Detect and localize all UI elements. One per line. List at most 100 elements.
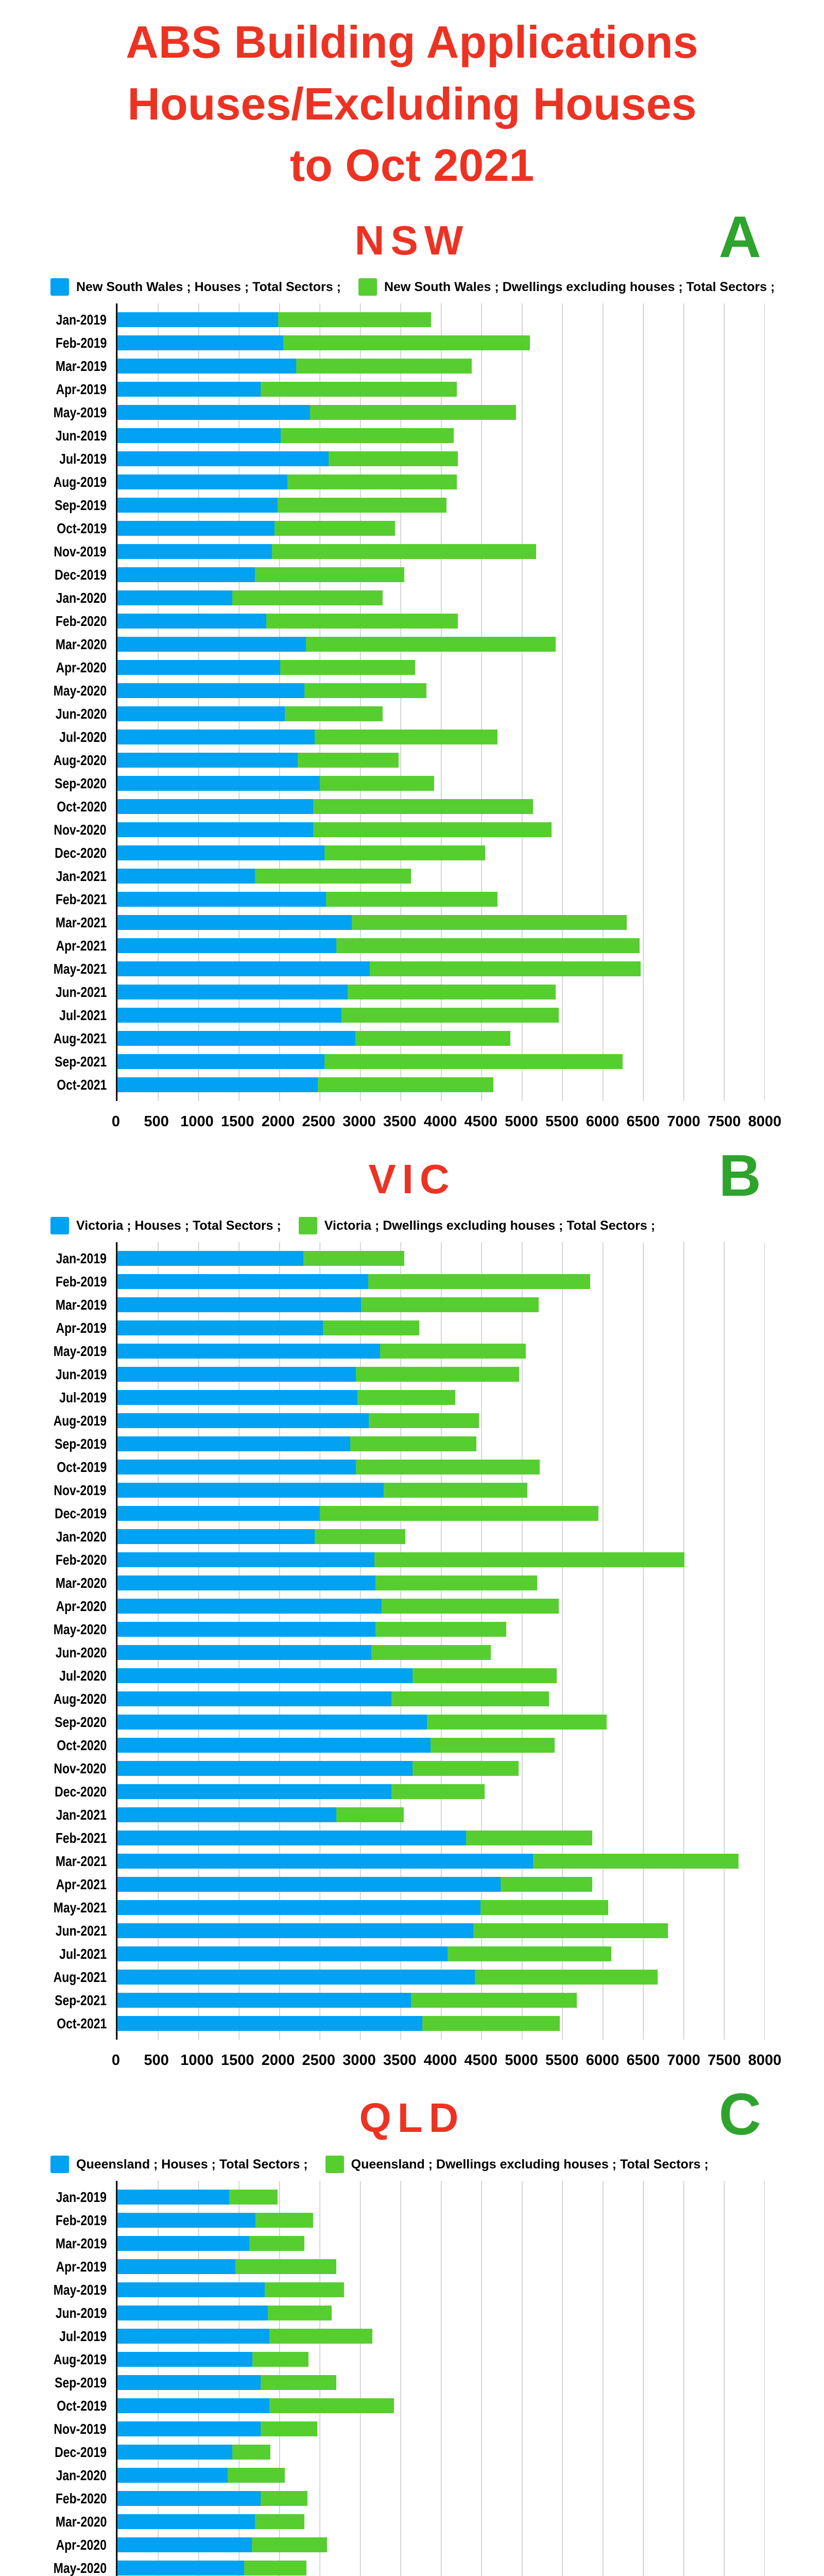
month-label: Mar-2021: [55, 914, 107, 930]
bar-segment-dwellings-excluding-houses: [348, 985, 556, 1000]
month-label: Jul-2019: [59, 2328, 107, 2344]
stacked-bar-jan-2019: [117, 1251, 764, 1266]
stacked-bar-apr-2020: [117, 660, 764, 675]
stacked-bar-jun-2020: [117, 706, 764, 722]
bar-row: [117, 980, 764, 1004]
bar-row: [117, 841, 764, 865]
bar-row: [117, 679, 764, 702]
bar-segment-dwellings-excluding-houses: [382, 1599, 559, 1614]
month-label: Sep-2019: [55, 1435, 107, 1452]
month-label: Feb-2020: [55, 2490, 107, 2506]
x-axis-tick: 7500: [707, 2052, 741, 2069]
label-row: Mar-2019: [0, 354, 116, 378]
bar-segment-houses: [117, 521, 274, 536]
bar-row: [117, 1896, 764, 1919]
bar-segment-houses: [117, 1738, 431, 1753]
bar-row: [117, 308, 764, 331]
month-label: May-2019: [53, 404, 107, 420]
legend-label: Victoria ; Houses ; Total Sectors ;: [76, 1218, 281, 1233]
stacked-bar-oct-2021: [117, 1077, 764, 1093]
bar-segment-houses: [117, 822, 313, 838]
month-label: Dec-2020: [55, 1783, 107, 1800]
bar-segment-houses: [117, 869, 255, 884]
plot-area-nsw: [116, 303, 765, 1101]
bar-row: [117, 470, 764, 494]
label-row: May-2019: [0, 2278, 116, 2301]
stacked-bar-sep-2021: [117, 1054, 764, 1070]
legend-swatch-dwellings: [298, 1217, 317, 1235]
month-label: Jan-2020: [56, 1528, 107, 1545]
bar-segment-houses: [117, 474, 287, 490]
month-label: Apr-2019: [56, 1319, 107, 1336]
stacked-bar-feb-2019: [117, 1274, 764, 1290]
label-row: Oct-2019: [0, 1455, 116, 1479]
x-axis-tick: 6000: [586, 1113, 620, 1130]
label-row: May-2020: [0, 679, 116, 702]
bar-segment-dwellings-excluding-houses: [413, 1761, 519, 1776]
bar-segment-dwellings-excluding-houses: [313, 799, 533, 815]
bar-segment-dwellings-excluding-houses: [375, 1622, 507, 1637]
bar-segment-dwellings-excluding-houses: [341, 1008, 559, 1023]
bar-row: [117, 1965, 764, 1989]
label-row: Aug-2019: [0, 1409, 116, 1432]
bar-row: [117, 1710, 764, 1734]
stacked-bar-sep-2021: [117, 1993, 764, 2008]
month-label: Dec-2020: [55, 844, 107, 861]
bar-segment-dwellings-excluding-houses: [305, 637, 556, 652]
stacked-bar-jul-2021: [117, 1008, 764, 1023]
stacked-bar-apr-2019: [117, 2259, 764, 2275]
bar-segment-dwellings-excluding-houses: [473, 1923, 668, 1939]
x-axis-tick: 4000: [423, 1113, 457, 1130]
stacked-bar-mar-2020: [117, 1575, 764, 1591]
bar-segment-dwellings-excluding-houses: [244, 2561, 307, 2576]
stacked-bar-may-2019: [117, 2282, 764, 2298]
bar-segment-houses: [117, 1054, 324, 1070]
bar-segment-dwellings-excluding-houses: [260, 2421, 317, 2437]
label-row: Feb-2020: [0, 2487, 116, 2510]
bar-segment-houses: [117, 1367, 356, 1382]
section-title-nsw: NSW: [354, 217, 470, 264]
legend-label: Queensland ; Houses ; Total Sectors ;: [76, 2157, 308, 2172]
stacked-bar-jul-2019: [117, 2329, 764, 2344]
bar-segment-dwellings-excluding-houses: [313, 822, 552, 838]
month-label: Aug-2020: [53, 752, 107, 768]
bar-segment-dwellings-excluding-houses: [235, 2259, 337, 2275]
label-row: Apr-2020: [0, 656, 116, 679]
label-row: Mar-2020: [0, 1571, 116, 1595]
bar-segment-houses: [117, 2491, 261, 2506]
label-row: Jun-2019: [0, 424, 116, 447]
bar-row: [117, 1027, 764, 1050]
legend-item-dwellings: New South Wales ; Dwellings excluding ho…: [358, 278, 775, 296]
x-axis-tick: 7000: [667, 1113, 700, 1130]
bar-segment-dwellings-excluding-houses: [315, 1529, 405, 1545]
bar-row: [117, 2464, 764, 2487]
panel-letter-vic: B: [718, 1143, 761, 1209]
month-label: Mar-2019: [55, 1296, 107, 1313]
bar-segment-dwellings-excluding-houses: [374, 1552, 684, 1568]
label-row: Nov-2020: [0, 1757, 116, 1780]
label-row: Sep-2019: [0, 494, 116, 517]
stacked-bar-jun-2019: [117, 428, 764, 444]
label-row: Oct-2020: [0, 1734, 116, 1757]
category-labels: Jan-2019 Feb-2019 Mar-2019 Apr-2019 May-2019…: [0, 303, 116, 1101]
section-title-qld: QLD: [359, 2095, 465, 2141]
bar-segment-houses: [117, 1077, 318, 1093]
x-axis-tick: 7500: [707, 1113, 741, 1130]
bar-row: [117, 1409, 764, 1432]
month-label: Mar-2019: [55, 2235, 107, 2251]
label-row: Sep-2021: [0, 1989, 116, 2012]
label-row: Jun-2021: [0, 1919, 116, 1942]
bar-segment-dwellings-excluding-houses: [324, 1054, 623, 1070]
chart-body-qld: Jan-2019 Feb-2019 Mar-2019 Apr-2019 May-2019…: [0, 2181, 824, 2576]
label-row: Jun-2020: [0, 1641, 116, 1664]
legend-swatch-dwellings: [358, 278, 377, 296]
label-row: Dec-2020: [0, 841, 116, 865]
month-label: Jun-2019: [55, 427, 107, 444]
label-row: Jul-2019: [0, 1386, 116, 1409]
bar-segment-dwellings-excluding-houses: [277, 498, 447, 513]
bar-segment-houses: [117, 1622, 375, 1637]
bar-segment-houses: [117, 1297, 361, 1313]
bar-row: [117, 1780, 764, 1803]
bar-row: [117, 401, 764, 424]
label-row: Mar-2020: [0, 2510, 116, 2533]
